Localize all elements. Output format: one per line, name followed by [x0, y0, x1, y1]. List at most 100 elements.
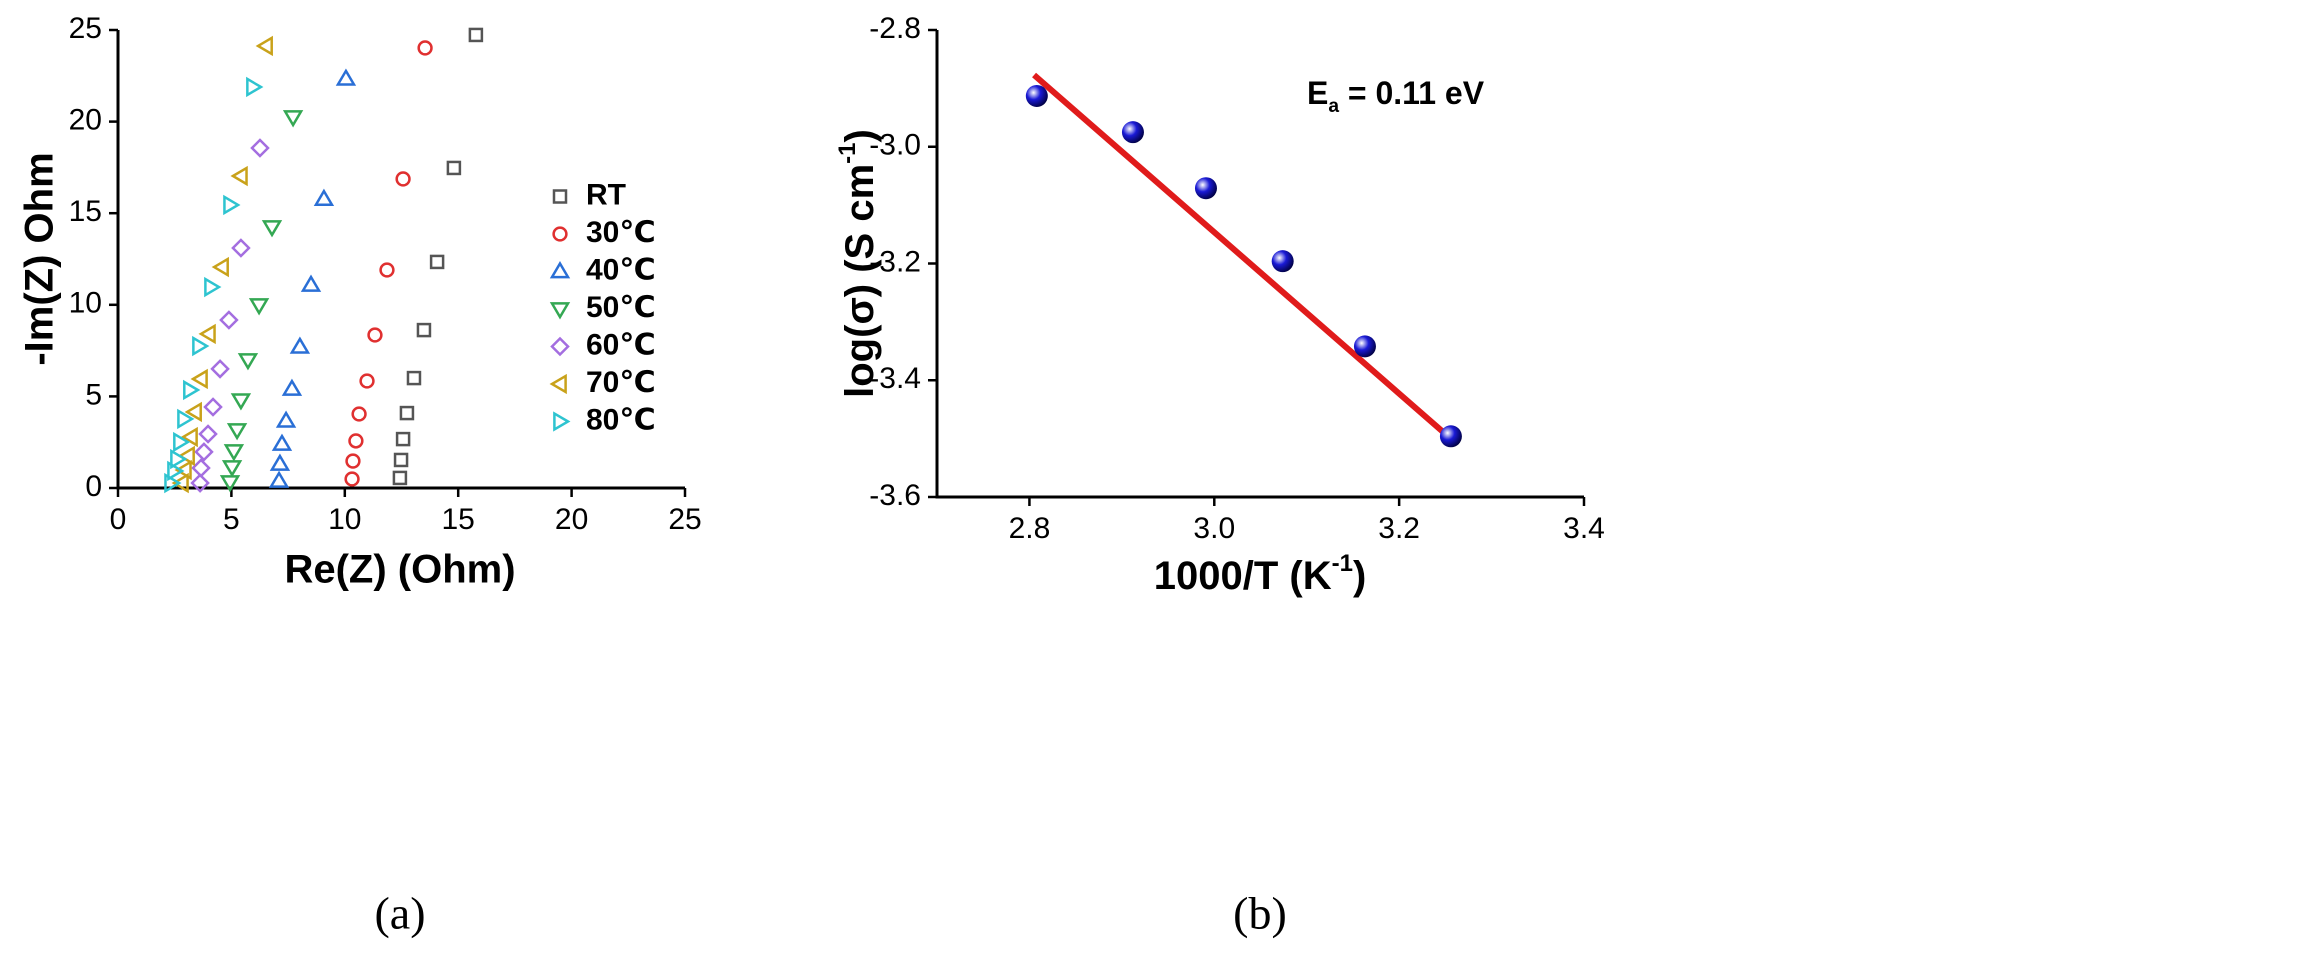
- y-tick-label: 0: [85, 470, 102, 503]
- x-tick-label: 15: [442, 503, 475, 536]
- point: [177, 408, 195, 430]
- legend-label: 80℃: [586, 403, 656, 436]
- point: [190, 368, 208, 390]
- fit-line: [1032, 72, 1455, 443]
- point: [446, 160, 462, 176]
- point: [261, 220, 283, 238]
- x-tick-label: 3.2: [1378, 512, 1420, 545]
- point: [395, 171, 411, 187]
- annotation: Ea = 0.11 eV: [1307, 75, 1485, 116]
- y-tick-label: 10: [69, 287, 102, 320]
- point: [191, 458, 211, 478]
- point: [192, 335, 210, 357]
- point: [190, 473, 210, 493]
- series: [171, 35, 273, 494]
- legend-label: 50℃: [586, 291, 656, 324]
- point: [406, 370, 422, 386]
- y-tick-label: 15: [69, 195, 102, 228]
- series: [392, 27, 484, 486]
- point: [399, 405, 415, 421]
- point: [248, 298, 270, 316]
- point: [268, 470, 290, 488]
- point: [230, 393, 252, 411]
- legend-label: 70℃: [586, 366, 656, 399]
- x-tick-label: 3.0: [1193, 512, 1235, 545]
- point: [184, 401, 202, 423]
- y-axis-title: -Im(Z) Ohm: [18, 152, 62, 365]
- legend-label: RT: [586, 178, 626, 211]
- caption: (a): [374, 888, 425, 939]
- point: [219, 475, 241, 493]
- series: [344, 40, 433, 487]
- legend-marker: [550, 336, 570, 357]
- point: [335, 68, 357, 86]
- legend-marker: [549, 302, 571, 320]
- point: [281, 378, 303, 396]
- point: [1194, 177, 1217, 200]
- point: [226, 423, 248, 441]
- x-tick-label: 3.4: [1563, 512, 1605, 545]
- legend-marker: [549, 373, 567, 395]
- x-axis-title-part: ): [1353, 554, 1366, 598]
- y-tick-label: -3.0: [869, 129, 921, 162]
- y-tick-label: -2.8: [869, 12, 921, 45]
- legend-marker: [552, 189, 568, 204]
- x-axis-title-part: -1: [1332, 550, 1353, 577]
- point: [198, 323, 216, 345]
- series: [219, 110, 304, 493]
- annotation-part: = 0.11 eV: [1339, 75, 1485, 111]
- point: [204, 276, 222, 298]
- point: [194, 442, 214, 462]
- point: [271, 433, 293, 451]
- caption: (b): [1233, 888, 1287, 939]
- point: [237, 353, 259, 371]
- point: [177, 445, 195, 467]
- y-axis-title-part: -1: [834, 142, 861, 163]
- legend-marker: [549, 261, 571, 279]
- point: [393, 452, 409, 468]
- point: [429, 254, 445, 270]
- x-tick-label: 0: [110, 503, 127, 536]
- legend-label: 40℃: [586, 253, 656, 286]
- point: [171, 472, 189, 494]
- y-axis-title-part: log(σ) (S cm: [838, 164, 882, 398]
- point: [379, 262, 395, 278]
- y-tick-label: 20: [69, 104, 102, 137]
- legend-label: 60℃: [586, 328, 656, 361]
- point: [164, 472, 182, 494]
- point: [167, 460, 185, 482]
- point: [250, 138, 270, 158]
- point: [1271, 250, 1294, 273]
- legend-marker: [552, 226, 568, 242]
- y-tick-label: -3.4: [869, 362, 921, 395]
- y-axis-title: log(σ) (S cm-1): [834, 129, 882, 398]
- y-tick-label: 25: [69, 12, 102, 45]
- point: [351, 406, 367, 422]
- y-tick-label: -3.2: [869, 245, 921, 278]
- y-tick-label: 5: [85, 378, 102, 411]
- point: [211, 256, 229, 278]
- x-axis-title: 1000/T (K-1): [1154, 550, 1367, 598]
- point: [345, 453, 361, 469]
- point: [210, 359, 230, 379]
- point: [344, 471, 360, 487]
- annotation-part: a: [1328, 96, 1339, 117]
- series: [268, 68, 357, 488]
- x-tick-label: 20: [555, 503, 588, 536]
- point: [230, 165, 248, 187]
- point: [359, 373, 375, 389]
- point: [289, 336, 311, 354]
- point: [282, 110, 304, 128]
- x-tick-label: 25: [668, 503, 701, 536]
- point: [392, 470, 408, 486]
- x-tick-label: 10: [328, 503, 361, 536]
- point: [416, 322, 432, 338]
- point: [173, 431, 191, 453]
- point: [417, 40, 433, 56]
- point: [300, 274, 322, 292]
- x-tick-label: 5: [223, 503, 240, 536]
- point: [269, 453, 291, 471]
- y-axis-title-part: ): [838, 129, 882, 142]
- point: [221, 460, 243, 478]
